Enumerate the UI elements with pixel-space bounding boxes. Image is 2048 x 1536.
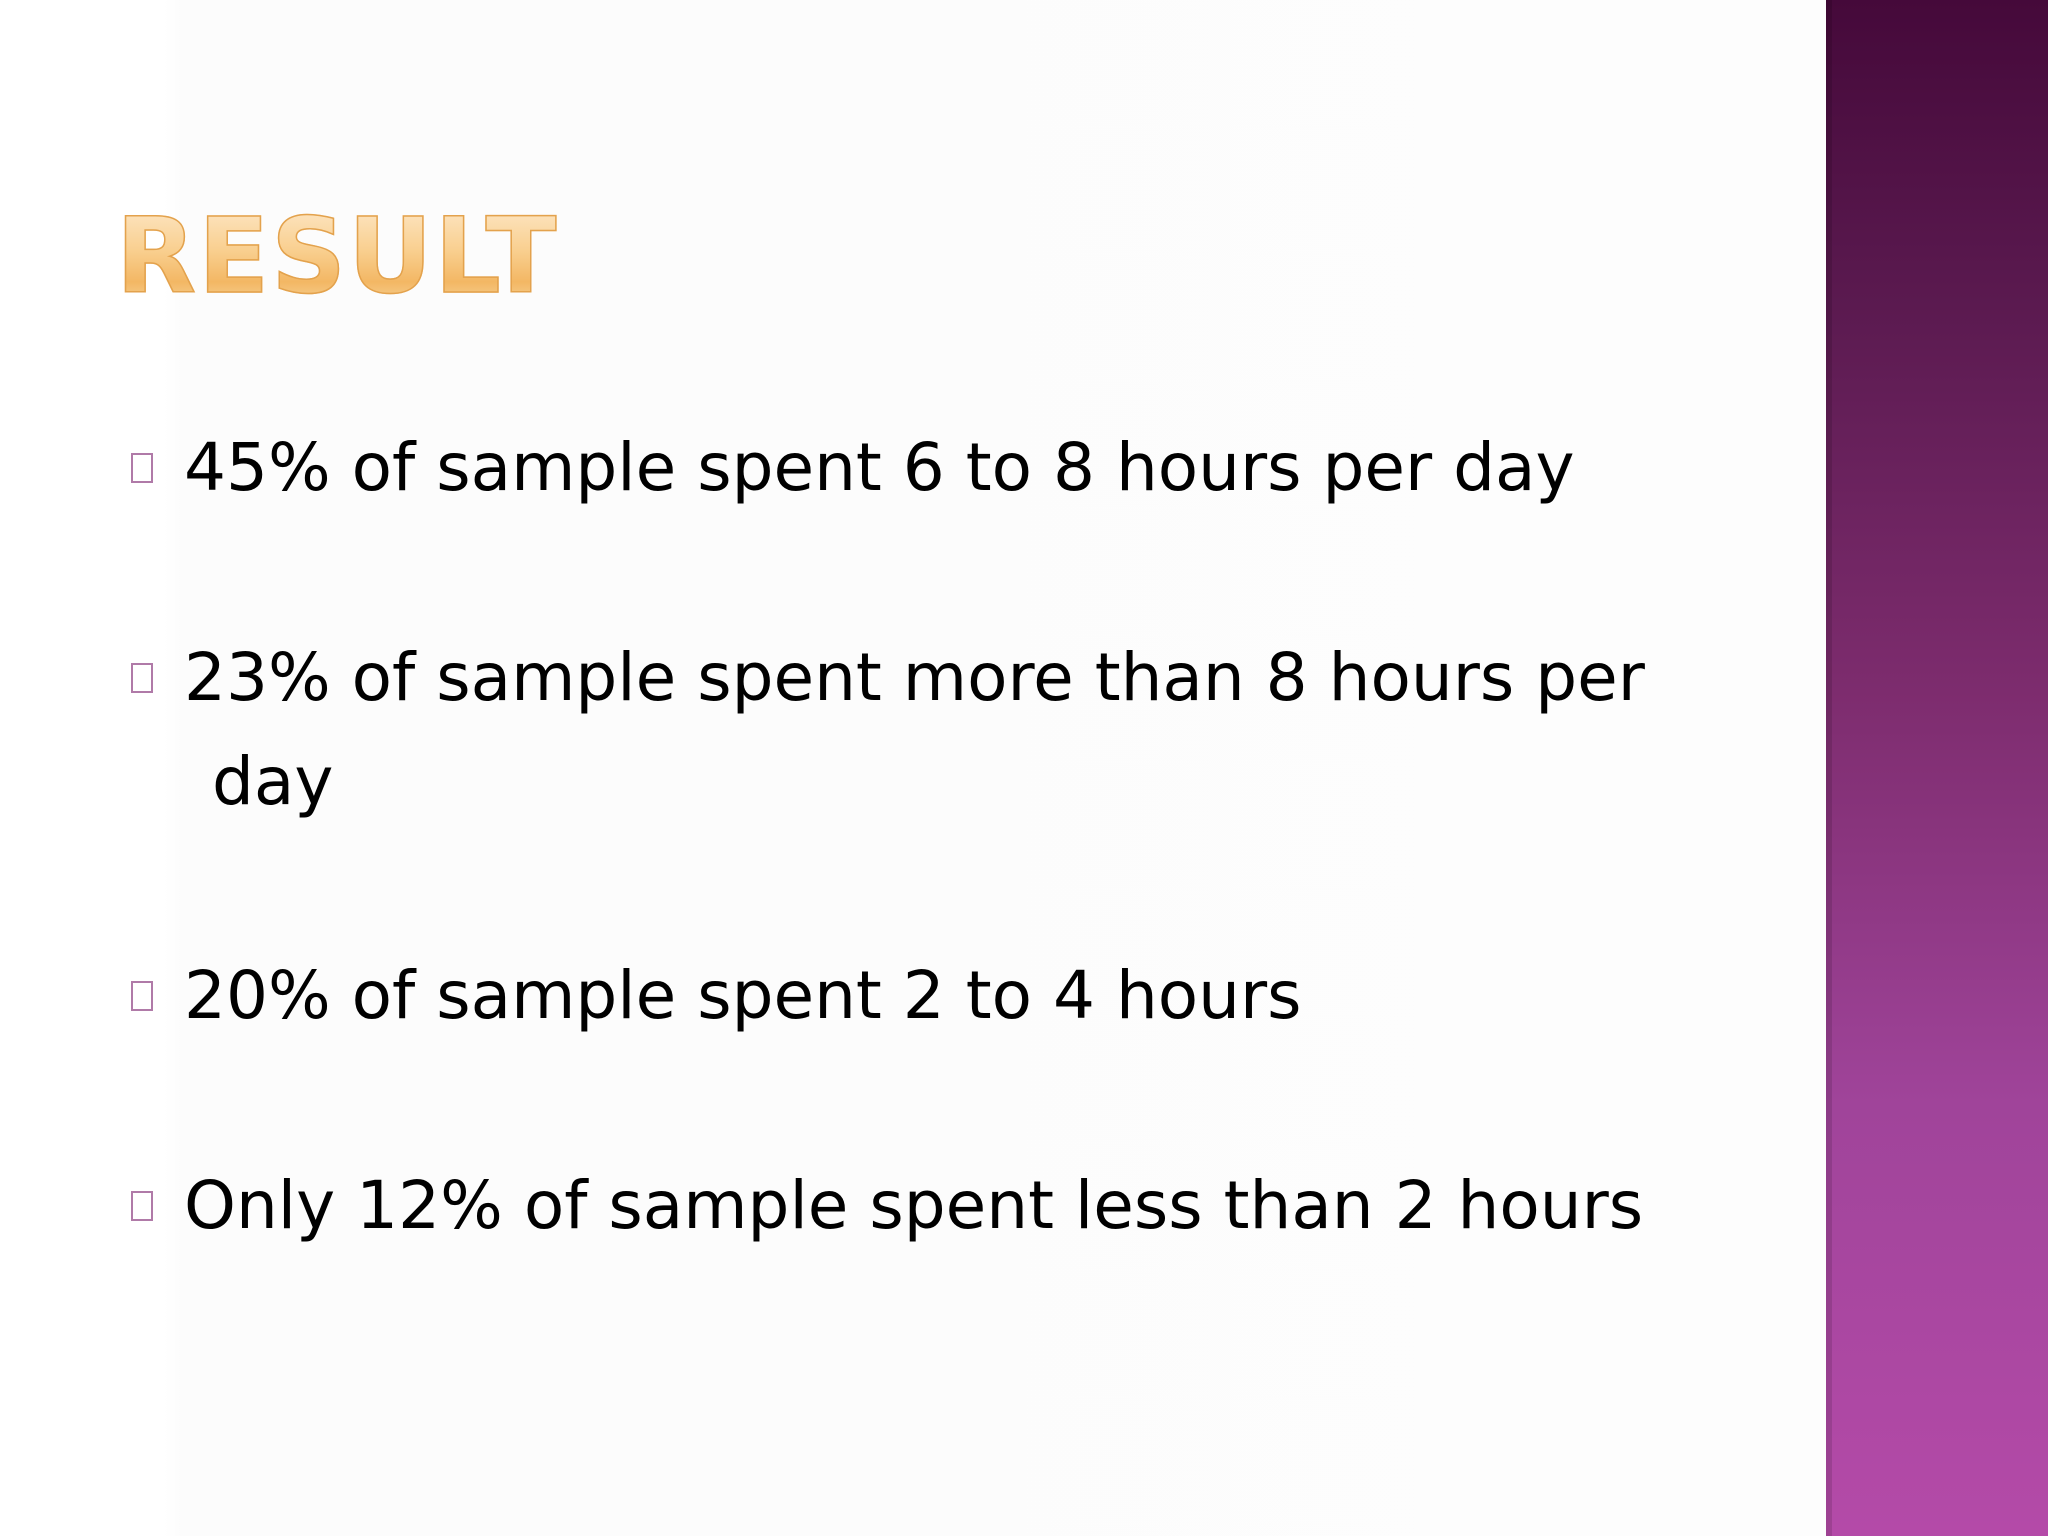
decorative-side-band xyxy=(1826,0,2048,1536)
slide-title: RESULT xyxy=(115,195,559,317)
bullet-item: 23% of sample spent more than 8 hours pe… xyxy=(126,626,1786,834)
bullet-item: Only 12% of sample spent less than 2 hou… xyxy=(126,1154,1786,1258)
bullet-marker-icon xyxy=(131,453,153,483)
bullet-text: 23% of sample spent more than 8 hours pe… xyxy=(184,639,1645,820)
bullet-marker-icon xyxy=(131,1191,153,1221)
bullet-text: 20% of sample spent 2 to 4 hours xyxy=(184,957,1302,1034)
bullet-text: Only 12% of sample spent less than 2 hou… xyxy=(184,1167,1644,1244)
bullet-marker-icon xyxy=(131,663,153,693)
bullet-text: 45% of sample spent 6 to 8 hours per day xyxy=(184,429,1575,506)
bullet-item: 45% of sample spent 6 to 8 hours per day xyxy=(126,416,1786,520)
bullet-list: 45% of sample spent 6 to 8 hours per day… xyxy=(126,416,1786,1258)
bullet-marker-icon xyxy=(131,981,153,1011)
bullet-item: 20% of sample spent 2 to 4 hours xyxy=(126,944,1786,1048)
